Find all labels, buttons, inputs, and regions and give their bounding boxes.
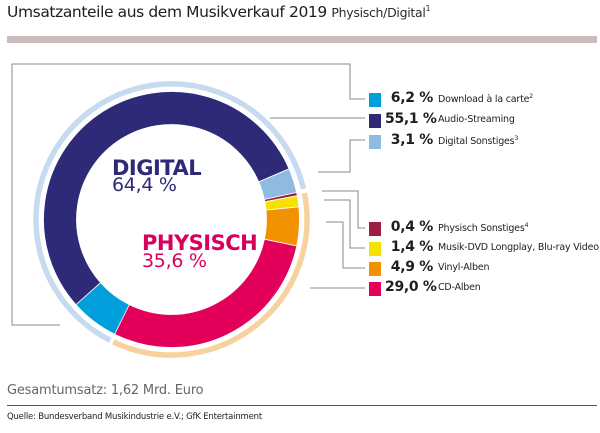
center-value-digital: 64,4 %: [112, 174, 177, 196]
legend-label-text: Vinyl-Alben: [438, 262, 490, 273]
legend-label-text: Digital Sonstiges: [438, 136, 515, 147]
legend-swatch: [369, 114, 381, 128]
leader-download: [11, 63, 365, 326]
group-ring-physisch: [112, 192, 310, 358]
legend-label-text: Audio-Streaming: [438, 114, 515, 125]
center-label-physisch: PHYSISCH: [142, 231, 258, 255]
legend-label-text: CD-Alben: [438, 282, 481, 293]
leader-physical-other: [322, 190, 365, 229]
group-ring-digital: [33, 81, 307, 343]
chart-title: Umsatzanteile aus dem Musikverkauf 2019 …: [7, 3, 431, 21]
legend-value: 4,9 %: [390, 259, 434, 275]
center-value-physisch: 35,6 %: [142, 250, 207, 272]
donut-segments: [43, 91, 300, 348]
legend-footnote: 4: [524, 222, 529, 229]
legend-label-text: Download à la carte: [438, 94, 530, 105]
header-divider-bar: [7, 36, 597, 43]
legend-swatch: [369, 222, 381, 236]
footer-divider: [7, 405, 597, 406]
legend-label-text: Physisch Sonstiges: [438, 223, 525, 234]
leader-dvd: [324, 199, 365, 249]
legend-label: Digital Sonstiges3: [438, 135, 518, 147]
legend-footnote: 2: [529, 93, 533, 100]
center-label-digital: DIGITAL: [112, 156, 202, 180]
title-main: Umsatzanteile aus dem Musikverkauf 2019: [7, 3, 327, 21]
legend-value: 55,1 %: [385, 111, 437, 127]
leader-lines: [11, 63, 365, 326]
leader-digital-other: [318, 139, 365, 173]
legend-value: 0,4 %: [390, 219, 434, 235]
group-ring: [33, 81, 310, 358]
legend-label: Musik-DVD Longplay, Blu-ray Video: [438, 242, 599, 253]
legend-label: CD-Alben: [438, 282, 481, 293]
legend-swatch: [369, 242, 381, 256]
legend-value: 6,2 %: [390, 90, 434, 106]
leader-vinyl: [326, 221, 365, 269]
legend-label: Physisch Sonstiges4: [438, 222, 528, 234]
donut-slice-cd-alben: [114, 238, 298, 348]
legend-value: 29,0 %: [385, 279, 437, 295]
legend-swatch: [369, 135, 381, 149]
legend-label: Audio-Streaming: [438, 114, 515, 125]
legend-swatch: [369, 282, 381, 296]
title-subtitle: Physisch/Digital1: [331, 4, 431, 20]
subtitle-footnote: 1: [425, 4, 431, 13]
legend-swatch: [369, 262, 381, 276]
subtitle-text: Physisch/Digital: [331, 5, 426, 20]
total-revenue: Gesamtumsatz: 1,62 Mrd. Euro: [7, 383, 204, 398]
donut-slice-audio-streaming: [43, 91, 290, 306]
legend-swatch: [369, 93, 381, 107]
legend-label-text: Musik-DVD Longplay, Blu-ray Video: [438, 242, 599, 253]
legend-footnote: 3: [514, 135, 519, 142]
legend-label: Vinyl-Alben: [438, 262, 489, 273]
legend-value: 1,4 %: [390, 239, 434, 255]
legend-label: Download à la carte2: [438, 93, 533, 105]
source-note: Quelle: Bundesverband Musikindustrie e.V…: [7, 412, 262, 422]
legend-value: 3,1 %: [390, 132, 434, 148]
